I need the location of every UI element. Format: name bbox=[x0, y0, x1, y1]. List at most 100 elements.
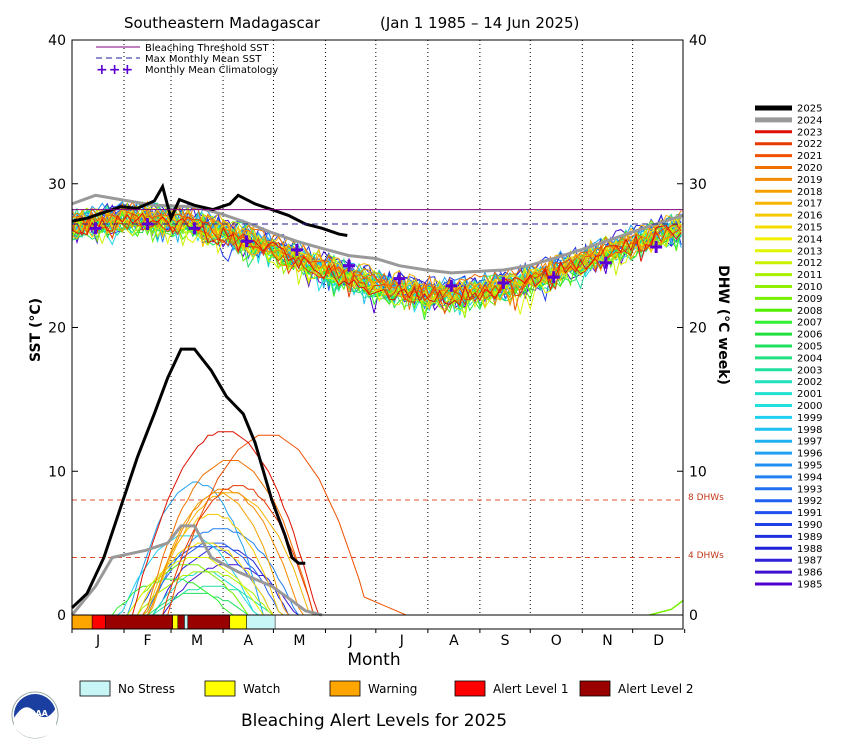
year-legend-label: 2015 bbox=[797, 223, 822, 234]
alert-legend-label: Alert Level 1 bbox=[493, 682, 569, 696]
year-legend-label: 1990 bbox=[797, 520, 822, 531]
alert-legend-label: Alert Level 2 bbox=[618, 682, 694, 696]
plot-area bbox=[72, 40, 683, 615]
alert-level-legend: No Stress Watch Warning Alert Level 1 Alert … bbox=[79, 680, 694, 697]
sst-year-line bbox=[71, 218, 682, 314]
alert-legend-swatch bbox=[204, 680, 236, 697]
year-legend-label: 2020 bbox=[797, 163, 822, 174]
year-legend-label: 2001 bbox=[797, 389, 822, 400]
year-legend-label: 2025 bbox=[797, 104, 822, 115]
alert-legend-swatch bbox=[579, 680, 611, 697]
year-legend-label: 2024 bbox=[797, 115, 822, 126]
year-legend-label: 2013 bbox=[797, 246, 822, 257]
year-legend-label: 1991 bbox=[797, 508, 822, 519]
y-tick-label-right: 0 bbox=[689, 608, 698, 624]
sst-year-line bbox=[71, 212, 682, 307]
y-tick-label-right: 20 bbox=[689, 321, 707, 337]
climatology-point bbox=[650, 241, 663, 253]
year-legend-label: 1993 bbox=[797, 484, 822, 495]
climatology-point bbox=[141, 218, 154, 230]
year-legend-label: 1998 bbox=[797, 425, 822, 436]
year-legend-label: 2014 bbox=[797, 234, 822, 245]
noaa-logo: NOAA bbox=[11, 691, 59, 739]
year-legend-label: 2021 bbox=[797, 151, 822, 162]
month-label: N bbox=[602, 633, 612, 649]
chart-title: Southeastern Madagascar bbox=[124, 14, 321, 32]
threshold-legend-label: Bleaching Threshold SST bbox=[145, 43, 270, 54]
alert-segment bbox=[172, 614, 178, 630]
climatology-legend-symbol: +++ bbox=[96, 62, 134, 78]
climatology-point bbox=[290, 243, 303, 256]
year-legend-label: 2009 bbox=[797, 294, 822, 305]
year-legend-label: 2017 bbox=[797, 199, 822, 210]
climatology-legend-label: Monthly Mean Climatology bbox=[145, 65, 278, 76]
alert-segment bbox=[246, 614, 276, 630]
year-legend-label: 2018 bbox=[797, 187, 822, 198]
sst-year-line bbox=[71, 206, 682, 307]
year-legend-label: 2010 bbox=[797, 282, 822, 293]
year-legend-label: 2016 bbox=[797, 211, 822, 222]
y-tick-label-right: 30 bbox=[689, 177, 707, 193]
sst-2025-line bbox=[71, 182, 348, 237]
climatology-point bbox=[393, 272, 406, 285]
climatology-point bbox=[188, 222, 201, 235]
year-legend-label: 2022 bbox=[797, 139, 822, 150]
year-legend-label: 1989 bbox=[797, 532, 822, 543]
year-legend-label: 2023 bbox=[797, 127, 822, 138]
month-label: D bbox=[653, 633, 664, 649]
year-legend-label: 2006 bbox=[797, 330, 822, 341]
climatology-point bbox=[342, 259, 355, 272]
svg-text:NOAA: NOAA bbox=[22, 709, 48, 718]
month-label: O bbox=[551, 633, 562, 649]
year-legend-label: 2002 bbox=[797, 377, 822, 388]
alert-legend-label: Watch bbox=[243, 682, 280, 696]
sst-year-line bbox=[71, 212, 682, 306]
year-legend-label: 1988 bbox=[797, 544, 822, 555]
climatology-markers bbox=[89, 218, 663, 292]
bottom-title: Bleaching Alert Levels for 2025 bbox=[241, 711, 507, 731]
climatology-point bbox=[497, 276, 510, 289]
y-tick-label-left: 40 bbox=[48, 33, 66, 49]
y-tick-label-left: 20 bbox=[48, 321, 66, 337]
y-tick-label-left: 0 bbox=[57, 608, 66, 624]
month-label: F bbox=[144, 633, 152, 649]
dhw-8-label: 8 DHWs bbox=[688, 493, 724, 503]
chart-period: (Jan 1 1985 – 14 Jun 2025) bbox=[380, 14, 579, 32]
month-label: S bbox=[501, 633, 510, 649]
y-tick-label-left: 10 bbox=[48, 464, 66, 480]
month-label: A bbox=[449, 633, 459, 649]
month-label: M bbox=[293, 633, 305, 649]
y-axis-label-left: SST (°C) bbox=[28, 298, 44, 362]
year-legend-label: 1996 bbox=[797, 449, 822, 460]
alert-level-bar bbox=[71, 614, 276, 630]
month-label: A bbox=[243, 633, 253, 649]
year-legend-label: 1986 bbox=[797, 568, 822, 579]
alert-legend-swatch bbox=[79, 680, 111, 697]
alert-segment bbox=[71, 614, 93, 630]
threshold-lines bbox=[72, 209, 683, 225]
alert-segment bbox=[229, 614, 247, 630]
alert-bar-frame bbox=[71, 614, 684, 630]
alert-legend-label: Warning bbox=[368, 682, 417, 696]
year-legend-label: 1985 bbox=[797, 580, 822, 591]
year-legend-label: 1999 bbox=[797, 413, 822, 424]
year-legend-label: 2011 bbox=[797, 270, 822, 281]
inset-legend: Bleaching Threshold SST Max Monthly Mean… bbox=[96, 43, 278, 78]
year-legend-label: 2003 bbox=[797, 365, 822, 376]
year-legend: 2025202420232022202120202019201820172016… bbox=[755, 104, 822, 591]
dhw-2025-line bbox=[70, 347, 306, 609]
highlight-series bbox=[70, 182, 684, 617]
year-legend-label: 2012 bbox=[797, 258, 822, 269]
climatology-point bbox=[445, 279, 458, 292]
year-legend-label: 2019 bbox=[797, 175, 822, 186]
sst-2024-line bbox=[71, 193, 684, 275]
year-legend-label: 2008 bbox=[797, 306, 822, 317]
x-axis-label: Month bbox=[347, 650, 400, 670]
axes: 0 0 10 10 20 20 30 30 40 40 J F M A M J J A S O N D bbox=[48, 33, 707, 649]
year-legend-label: 1997 bbox=[797, 437, 822, 448]
year-legend-label: 1992 bbox=[797, 496, 822, 507]
alert-legend-swatch bbox=[454, 680, 486, 697]
alert-legend-label: No Stress bbox=[118, 682, 175, 696]
alert-segment bbox=[177, 614, 185, 630]
